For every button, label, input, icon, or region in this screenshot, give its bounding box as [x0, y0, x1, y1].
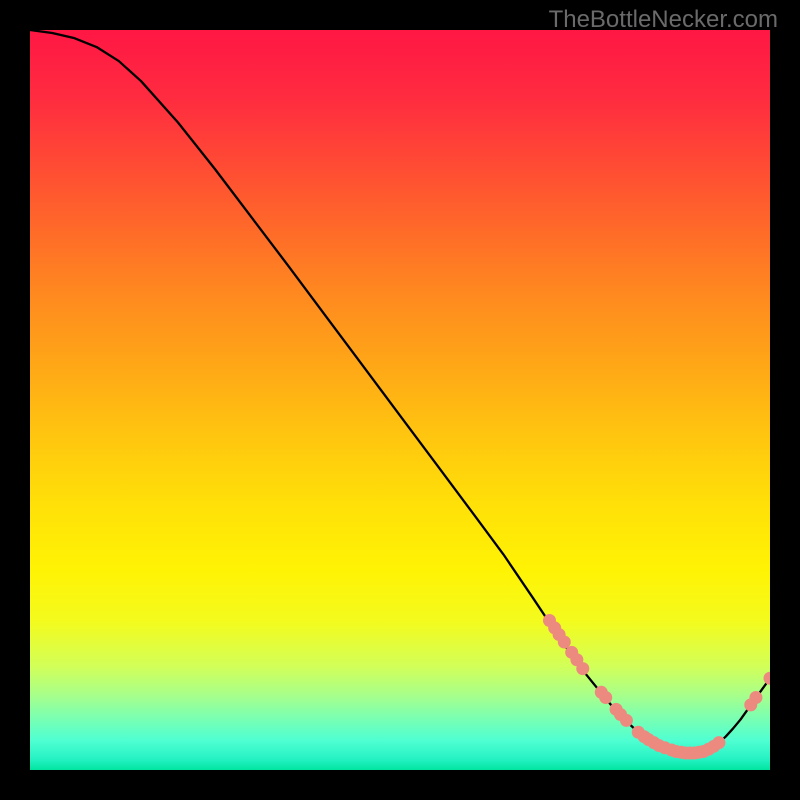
data-marker [576, 662, 589, 675]
data-marker [620, 714, 633, 727]
gradient-background [30, 30, 770, 770]
data-marker [599, 691, 612, 704]
data-marker [712, 736, 725, 749]
watermark-label: TheBottleNecker.com [549, 6, 778, 34]
chart-stage: TheBottleNecker.com [0, 0, 800, 800]
gradient-chart [30, 30, 770, 770]
data-marker [749, 691, 762, 704]
